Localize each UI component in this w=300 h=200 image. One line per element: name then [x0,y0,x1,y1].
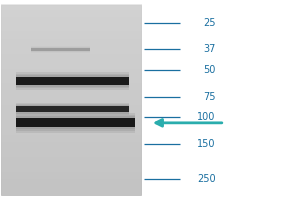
Text: 150: 150 [197,139,216,149]
Text: 37: 37 [203,44,216,54]
FancyBboxPatch shape [16,75,129,87]
Text: 25: 25 [203,18,216,28]
Text: 50: 50 [203,65,216,75]
FancyBboxPatch shape [16,118,135,127]
FancyBboxPatch shape [16,77,129,85]
FancyBboxPatch shape [16,104,129,114]
FancyBboxPatch shape [16,106,129,112]
FancyBboxPatch shape [1,5,141,195]
FancyBboxPatch shape [16,74,129,88]
FancyBboxPatch shape [16,103,129,115]
FancyBboxPatch shape [31,48,90,51]
FancyBboxPatch shape [16,115,135,131]
Text: 250: 250 [197,174,216,184]
FancyBboxPatch shape [16,113,135,133]
FancyBboxPatch shape [16,116,135,129]
Text: 75: 75 [203,92,216,102]
FancyBboxPatch shape [16,105,129,113]
Text: 100: 100 [197,112,216,122]
FancyBboxPatch shape [16,72,129,90]
